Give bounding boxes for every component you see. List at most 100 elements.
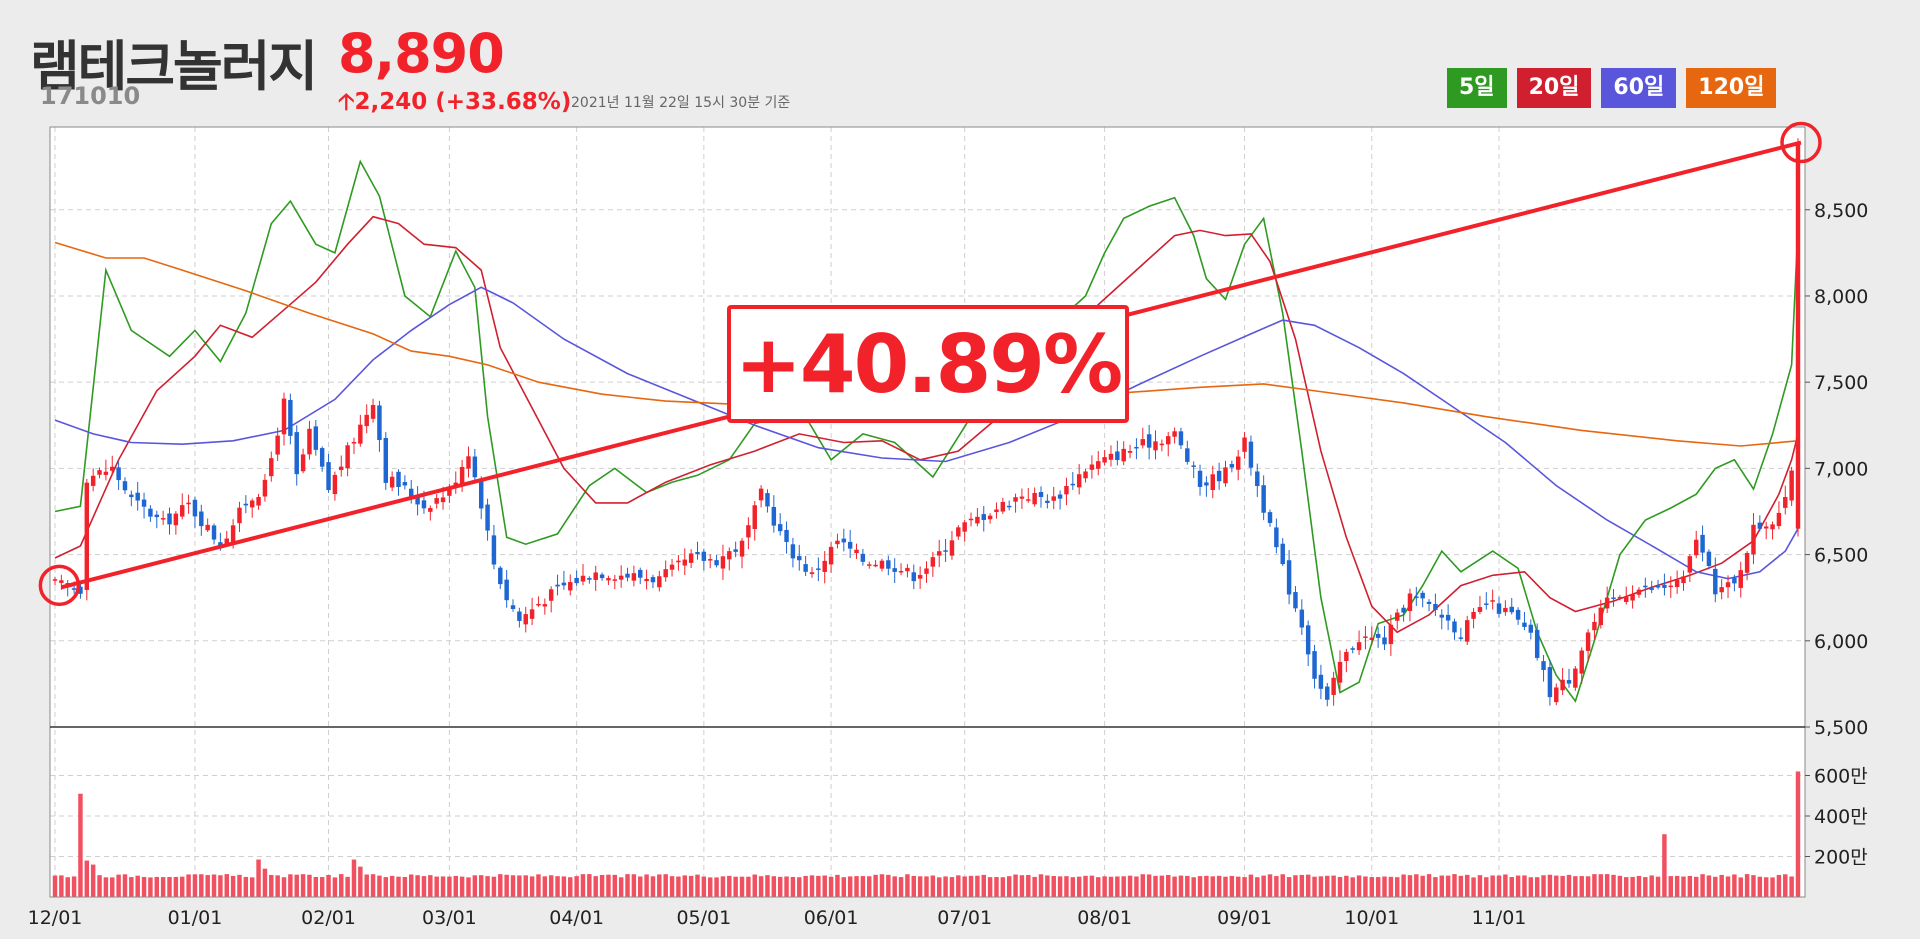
volume-bar [561,876,567,897]
volume-bar [1636,875,1642,897]
x-tick-label: 07/01 [937,907,992,929]
candle-body [1286,560,1292,595]
candle-body [1681,576,1686,584]
candle-body [110,466,115,471]
candle-body [1598,607,1604,626]
candle-body [1204,482,1209,486]
volume-bar [103,877,109,897]
volume-bar [1121,876,1126,897]
volume-bar [1770,877,1775,897]
candle-body [466,456,471,469]
volume-bar [504,874,509,897]
volume-bar [485,876,490,897]
candle-body [816,568,821,570]
volume-bar [1738,877,1743,897]
volume-bar [230,875,236,897]
volume-bar [898,877,904,897]
volume-bar [1674,875,1680,897]
price-tick-label: 7,500 [1814,372,1868,394]
plot-frame [49,126,1806,898]
legend-ma60[interactable]: 60일 [1601,68,1677,108]
candle-body [1732,577,1737,584]
volume-bar [326,874,331,897]
volume-bar [205,875,210,897]
volume-bar [1490,875,1495,897]
candle-body [663,569,668,578]
price-tick-label: 7,000 [1814,458,1868,480]
volume-bar [746,876,751,897]
volume-bar [644,874,649,897]
volume-bar [682,875,687,897]
volume-bar [1617,875,1623,897]
volume-bar [1318,876,1324,897]
legend-ma20[interactable]: 20일 [1516,68,1592,108]
candle-body [1592,621,1597,631]
candle-body [1484,603,1489,605]
candle-body [835,540,840,545]
volume-bar [1108,876,1114,897]
candle-body [1045,500,1050,503]
volume-bar [873,874,878,897]
volume-bar [1045,875,1050,897]
candle-body [847,541,853,549]
candle-body [968,518,974,521]
volume-bar [1554,875,1559,897]
volume-bar [752,874,757,897]
candle-body [1115,451,1120,461]
volume-bar [288,874,293,897]
candle-body [459,466,465,485]
candle-body [1757,522,1763,529]
candle-body [1331,677,1336,695]
volume-bar [160,877,166,897]
volume-bar [1153,875,1158,897]
volume-bar [1439,875,1444,897]
candle-body [599,574,605,579]
volume-bar [440,876,446,897]
volume-bar [300,874,306,897]
volume-bar [110,877,115,897]
volume-bar [396,876,401,897]
candle-body [141,499,147,507]
candle-body [288,399,293,436]
volume-bar [351,859,357,897]
candle-body [1096,461,1101,469]
volume-bar [1375,877,1381,897]
volume-bar [860,876,866,897]
candle-body [370,405,376,419]
volume-bar [1242,877,1247,897]
candle-body [1057,494,1063,499]
volume-bar [345,876,350,897]
volume-bar [517,875,522,897]
volume-bar [529,876,535,897]
legend-ma120[interactable]: 120일 [1686,68,1777,108]
volume-bar [211,874,217,897]
candle-body [1719,587,1724,593]
volume-bar [663,874,668,897]
volume-bar [536,874,541,897]
candle-body [1426,601,1432,604]
volume-bar [879,874,885,897]
volume-bar [498,874,503,897]
candle-body [1687,556,1693,573]
volume-bar [269,874,274,897]
candle-body [707,559,713,561]
volume-bar [1445,875,1451,897]
candle-body [1159,443,1165,446]
legend-ma5[interactable]: 5일 [1447,68,1507,108]
candle-body [536,603,541,606]
candle-body [542,604,548,607]
candle-body [1191,465,1196,467]
volume-bar [453,875,458,897]
volume-bar [1006,876,1012,897]
candle-body [478,481,484,509]
volume-bar [1496,875,1502,897]
volume-bar [593,876,598,897]
volume-bar [1382,876,1387,897]
candles [52,138,1801,707]
candle-body [1560,679,1565,691]
candle-body [1414,596,1419,598]
candle-body [186,502,191,505]
volume-bar [339,874,344,897]
volume-bar [65,877,70,897]
candle-body [1083,471,1088,479]
